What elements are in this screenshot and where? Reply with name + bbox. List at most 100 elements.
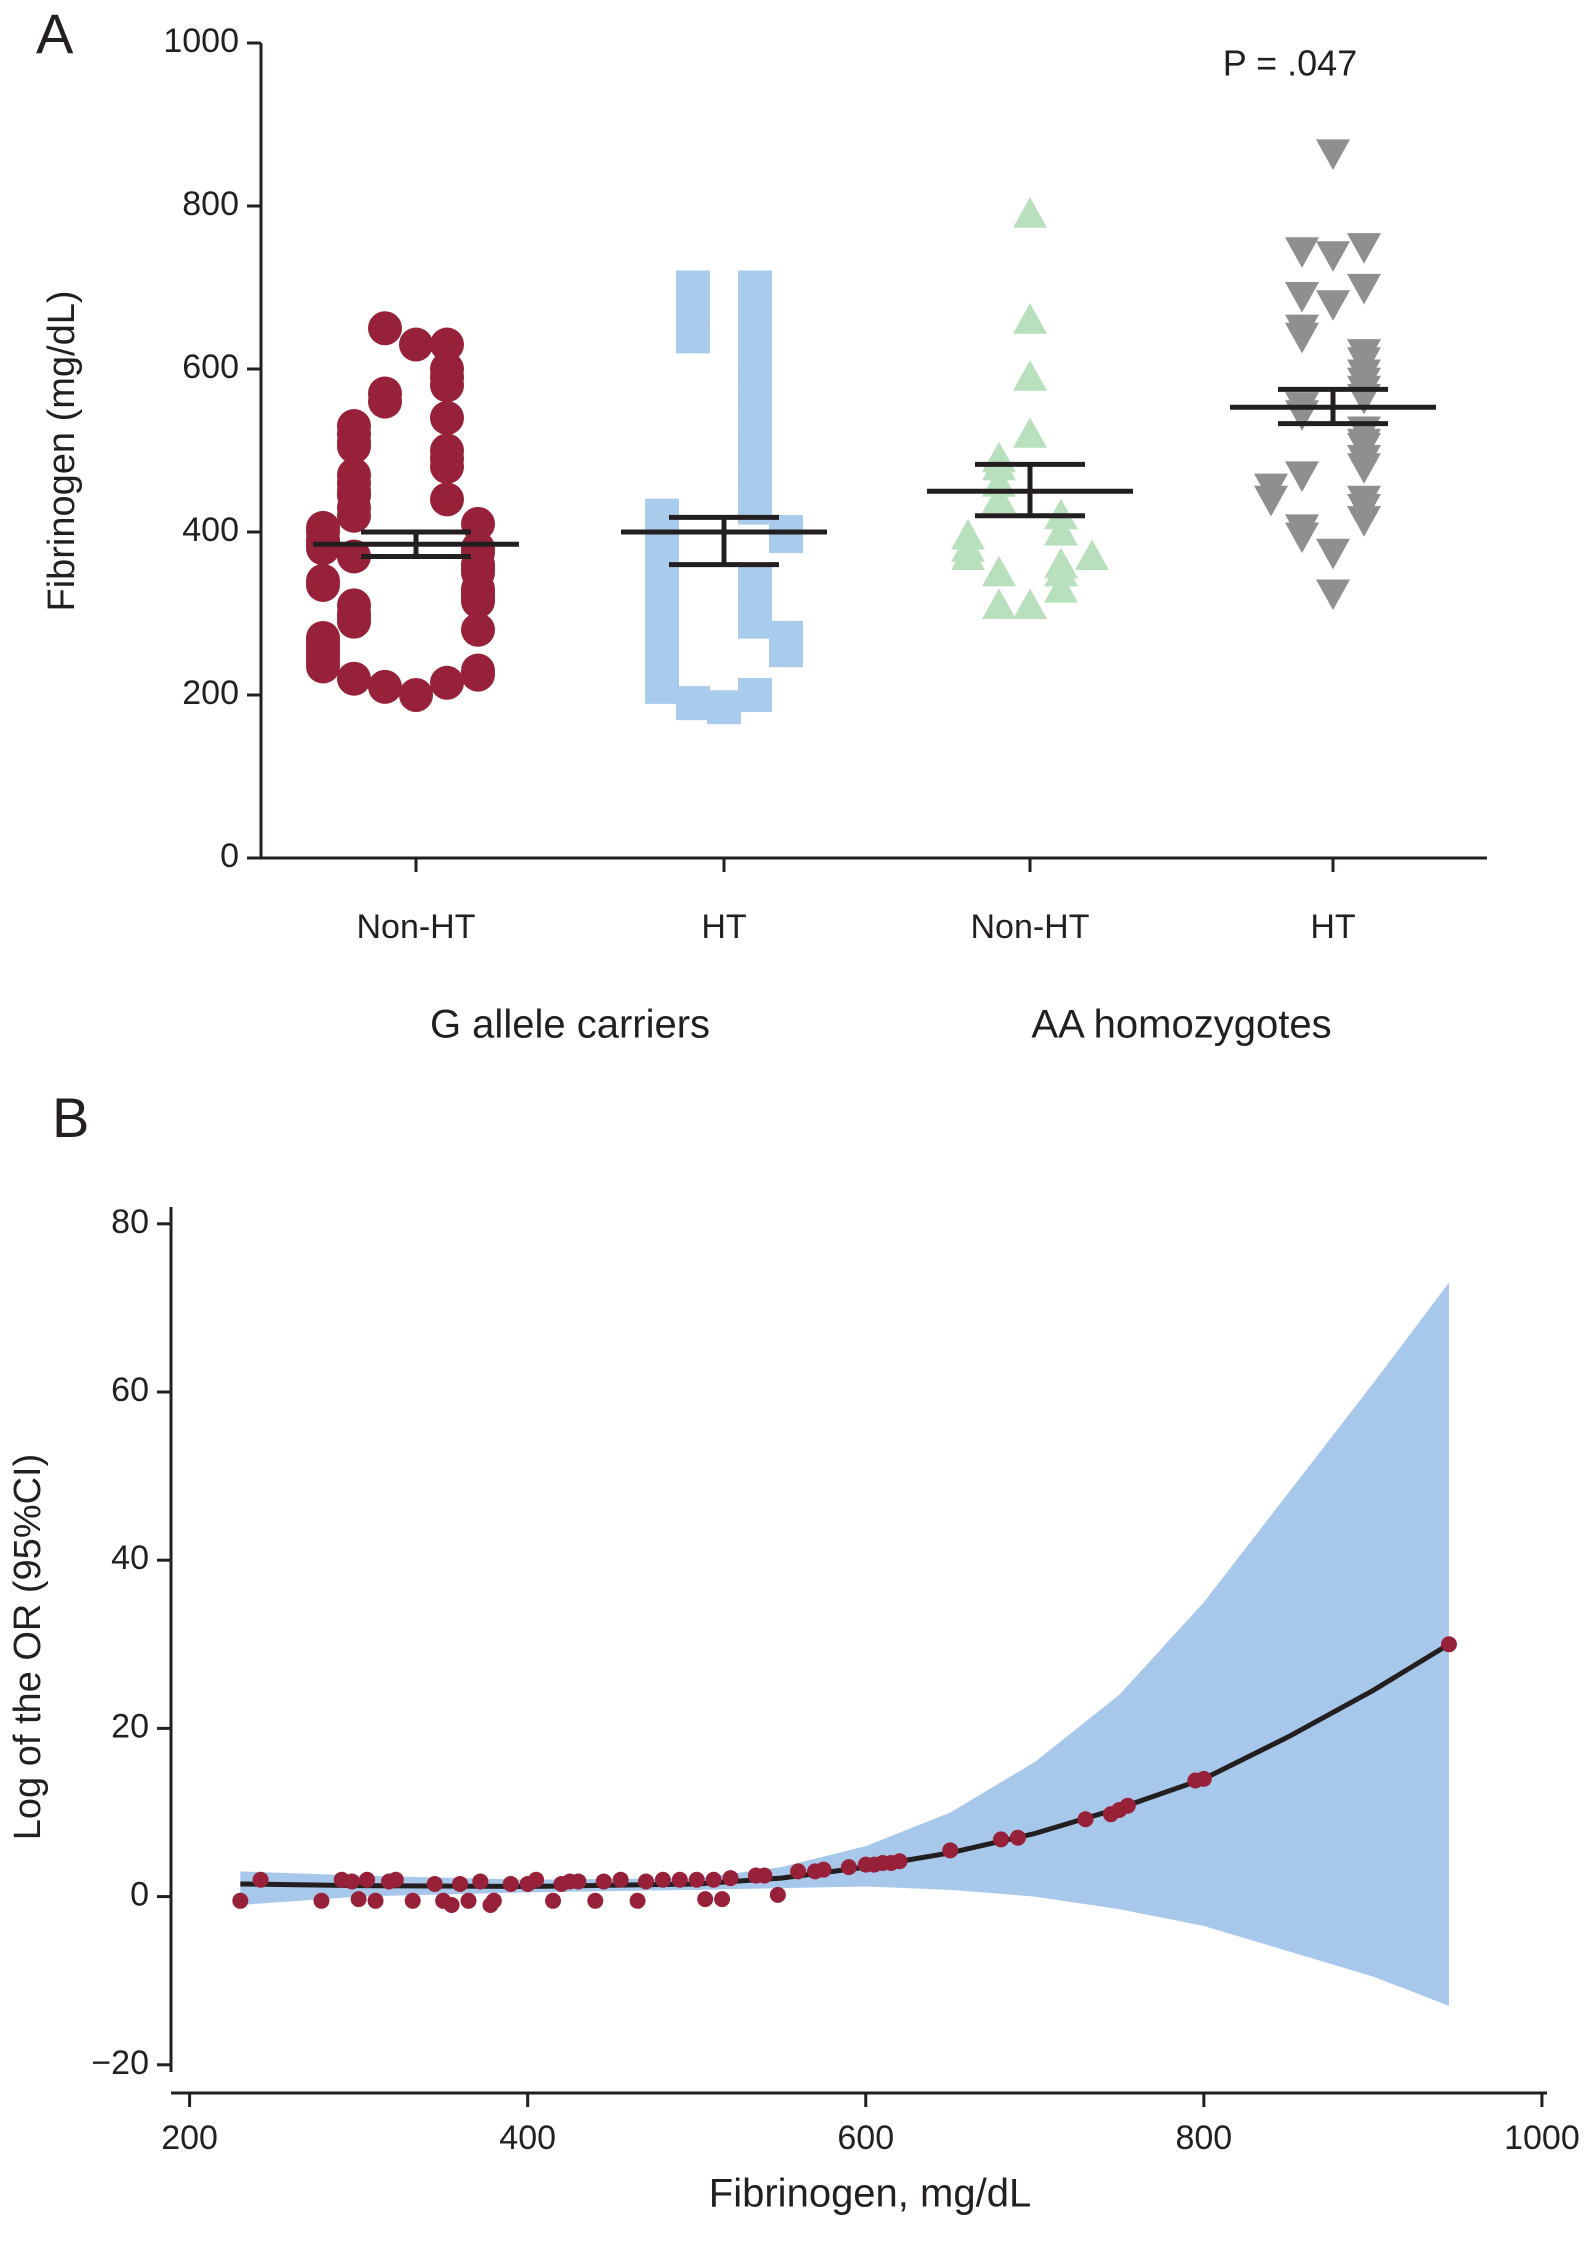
x-tick-label: HT: [1310, 908, 1355, 946]
data-point: [982, 588, 1016, 619]
x-tick-label: Non-HT: [970, 908, 1089, 946]
data-point: [528, 1871, 545, 1888]
data-point: [738, 270, 772, 305]
ci-band: [240, 1282, 1449, 2006]
data-point: [472, 1873, 489, 1890]
data-point: [738, 335, 772, 370]
data-point: [399, 327, 433, 362]
data-point: [399, 678, 433, 712]
y-tick-label: 1000: [163, 22, 239, 60]
data-point: [629, 1892, 646, 1909]
data-point: [1254, 473, 1288, 505]
data-point: [343, 1873, 360, 1890]
data-point: [461, 506, 495, 541]
data-point: [368, 669, 402, 704]
data-point: [982, 441, 1016, 473]
data-point: [1316, 139, 1350, 171]
data-point: [306, 620, 340, 655]
data-point: [1347, 485, 1381, 517]
y-tick-label: 40: [111, 1539, 149, 1577]
data-point: [430, 327, 464, 362]
data-point: [430, 482, 464, 517]
data-point: [891, 1853, 908, 1870]
data-point: [1119, 1797, 1136, 1814]
data-point: [1316, 579, 1350, 611]
data-point: [430, 665, 464, 700]
data-point: [982, 482, 1016, 513]
data-point: [502, 1875, 519, 1892]
data-point: [1195, 1770, 1212, 1787]
data-point: [252, 1871, 269, 1888]
data-point: [404, 1892, 421, 1909]
data-point: [1316, 241, 1350, 272]
x-tick-label: 200: [161, 2119, 218, 2157]
data-point: [1044, 572, 1078, 603]
data-point: [738, 678, 772, 712]
data-point: [769, 620, 803, 655]
x-tick-label: Non-HT: [356, 908, 475, 946]
data-point: [1285, 282, 1319, 313]
data-point: [769, 1886, 786, 1903]
data-point: [430, 352, 464, 386]
data-point: [815, 1861, 832, 1878]
data-point: [756, 1867, 773, 1884]
data-point: [368, 311, 402, 346]
data-point: [426, 1875, 443, 1892]
data-point: [714, 1891, 731, 1908]
y-tick-label: 600: [182, 348, 239, 386]
data-point: [1347, 273, 1381, 305]
data-point: [1013, 360, 1047, 391]
data-point: [1316, 290, 1350, 321]
data-point: [337, 457, 371, 492]
y-tick-label: 60: [111, 1371, 149, 1409]
x-axis-label: Fibrinogen, mg/dL: [709, 2172, 1031, 2216]
y-tick-label: 0: [220, 837, 239, 875]
data-point: [359, 1871, 376, 1888]
data-point: [461, 612, 495, 647]
y-axis-label: Fibrinogen (mg/dL): [41, 290, 83, 611]
data-point: [430, 433, 464, 468]
data-point: [1316, 538, 1350, 570]
data-point: [722, 1870, 739, 1887]
data-point: [545, 1892, 562, 1909]
data-point: [676, 270, 710, 305]
data-point: [232, 1892, 249, 1909]
y-tick-label: 200: [182, 674, 239, 712]
annotation: P = .047: [1223, 43, 1357, 84]
data-point: [638, 1873, 655, 1890]
x-tick-label: 600: [837, 2119, 894, 2157]
data-point: [595, 1873, 612, 1890]
x-tick-label: 800: [1175, 2119, 1232, 2157]
data-point: [350, 1891, 367, 1908]
data-point: [1013, 417, 1047, 448]
data-point: [1347, 339, 1381, 370]
data-point: [1013, 303, 1047, 334]
data-point: [992, 1831, 1009, 1848]
data-point: [1044, 515, 1078, 546]
data-point: [337, 539, 371, 574]
data-point: [337, 661, 371, 696]
data-point: [697, 1891, 714, 1908]
data-point: [982, 555, 1016, 587]
data-point: [1285, 461, 1319, 492]
data-point: [313, 1892, 330, 1909]
data-point: [485, 1892, 502, 1909]
data-point: [387, 1871, 404, 1888]
data-point: [942, 1842, 959, 1859]
data-point: [738, 303, 772, 338]
data-point: [676, 686, 710, 721]
data-point: [951, 519, 985, 550]
group-label: G allele carriers: [430, 1003, 710, 1047]
x-tick-label: 400: [499, 2119, 556, 2157]
data-point: [461, 653, 495, 688]
y-axis-label: Log of the OR (95%CI): [7, 1454, 49, 1841]
data-point: [688, 1871, 705, 1888]
data-point: [738, 596, 772, 631]
y-tick-label: 80: [111, 1203, 149, 1241]
data-point: [1285, 514, 1319, 545]
data-point: [587, 1892, 604, 1909]
data-point: [671, 1871, 688, 1888]
data-point: [705, 1871, 722, 1888]
